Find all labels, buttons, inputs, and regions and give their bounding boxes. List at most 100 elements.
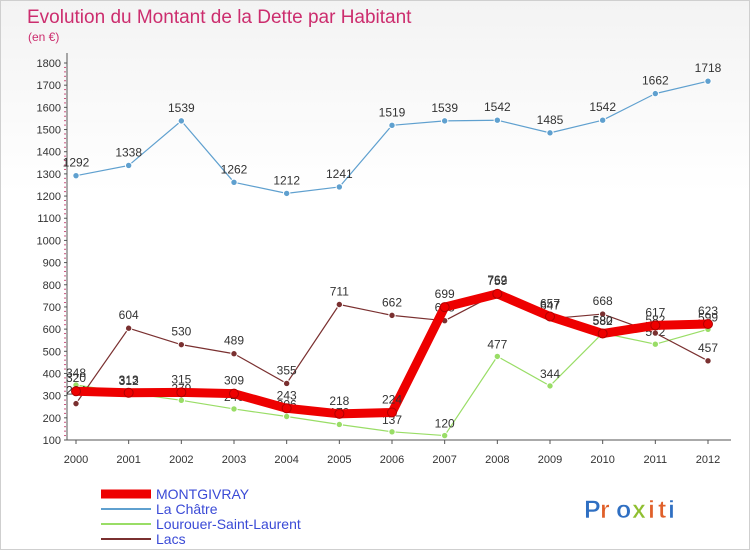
data-point	[230, 350, 238, 358]
data-label: 315	[171, 372, 191, 386]
data-label: 582	[593, 314, 613, 328]
chart-title: Evolution du Montant de la Dette par Hab…	[27, 7, 412, 28]
data-label: 1262	[221, 162, 248, 176]
y-tick-label: 800	[43, 280, 61, 292]
data-label: 1338	[115, 145, 142, 159]
data-label: 120	[435, 417, 455, 431]
logo-letter: i	[648, 496, 655, 524]
data-label: 647	[540, 299, 560, 313]
x-tick-label: 2003	[222, 454, 246, 466]
y-tick-label: 1400	[37, 147, 61, 159]
data-point	[704, 77, 712, 85]
y-tick-label: 700	[43, 302, 61, 314]
data-label: 617	[645, 305, 665, 319]
data-label: 1539	[168, 101, 195, 115]
data-point	[493, 116, 502, 124]
data-point	[335, 300, 344, 309]
data-point	[545, 311, 555, 322]
y-tick-label: 1600	[37, 102, 61, 114]
y-tick-label: 300	[43, 391, 61, 403]
data-point	[282, 412, 291, 421]
data-point	[651, 340, 660, 348]
data-point	[546, 382, 554, 390]
data-label: 1718	[695, 61, 722, 75]
data-point	[72, 399, 80, 408]
data-label: 489	[224, 334, 244, 348]
y-tick-label: 1000	[37, 235, 61, 247]
data-label: 1212	[273, 173, 300, 187]
y-tick-label: 400	[43, 368, 61, 380]
data-label: 580	[593, 314, 613, 328]
legend-label: MONTGIVRAY	[156, 486, 250, 502]
data-point	[388, 311, 396, 320]
data-label: 312	[119, 374, 139, 388]
data-point	[650, 320, 661, 331]
data-label: 762	[487, 273, 507, 287]
data-label: 243	[277, 388, 297, 402]
legend-label: Lourouer-Saint-Laurent	[156, 516, 301, 532]
x-tick-label: 2008	[485, 454, 509, 466]
data-point	[704, 357, 712, 365]
x-tick-label: 2012	[696, 454, 720, 466]
axes: 1002003004005006007008009001000110012001…	[37, 53, 731, 466]
y-tick-label: 500	[43, 346, 61, 358]
x-tick-label: 2001	[116, 454, 140, 466]
data-label: 711	[330, 285, 349, 299]
y-tick-label: 1800	[37, 58, 61, 70]
data-label: 224	[382, 393, 402, 407]
data-point	[282, 189, 291, 198]
y-tick-label: 1700	[37, 80, 61, 92]
data-label: 1485	[537, 113, 564, 127]
logo-letter: o	[616, 496, 631, 524]
y-tick-label: 600	[43, 324, 61, 336]
data-label: 355	[277, 363, 297, 377]
data-point	[388, 428, 396, 436]
data-point	[597, 328, 608, 339]
series-line-1	[75, 80, 709, 194]
x-tick-label: 2005	[327, 454, 351, 466]
y-tick-label: 900	[43, 258, 61, 270]
data-point	[703, 319, 713, 330]
y-tick-label: 1100	[37, 213, 61, 225]
y-tick-label: 1300	[37, 169, 61, 181]
data-label: 344	[540, 367, 560, 381]
data-label: 1539	[431, 101, 458, 115]
data-point	[124, 324, 133, 332]
data-label: 623	[698, 304, 718, 318]
data-label: 657	[540, 296, 560, 310]
data-point	[281, 403, 292, 414]
data-point	[440, 117, 449, 125]
logo-letter: P	[584, 496, 601, 524]
x-tick-label: 2011	[644, 454, 668, 466]
x-tick-label: 2007	[432, 454, 456, 466]
data-point	[176, 387, 187, 398]
data-label: 1241	[326, 167, 353, 181]
y-tick-label: 1500	[37, 125, 61, 137]
data-label: 313	[119, 373, 139, 387]
data-point	[123, 387, 134, 398]
data-point	[71, 386, 81, 397]
data-label: 759	[487, 274, 507, 288]
data-point	[230, 178, 238, 187]
data-point	[492, 288, 503, 299]
data-point	[335, 183, 344, 191]
data-label: 477	[487, 337, 507, 351]
x-tick-label: 2002	[169, 454, 193, 466]
data-point	[546, 129, 554, 137]
data-label: 309	[224, 374, 244, 388]
data-point	[651, 89, 660, 98]
data-point	[440, 431, 449, 440]
data-point	[493, 352, 502, 361]
x-tick-label: 2010	[590, 454, 614, 466]
data-point	[72, 171, 80, 180]
data-label: 668	[593, 294, 613, 308]
data-point	[177, 340, 186, 349]
x-tick-label: 2004	[274, 454, 298, 466]
y-tick-label: 100	[43, 435, 61, 447]
data-point	[230, 405, 238, 413]
y-tick-label: 1200	[37, 191, 61, 203]
data-point	[282, 379, 291, 388]
chart-subtitle: (en €)	[28, 30, 59, 44]
logo-letter: r	[600, 496, 610, 524]
